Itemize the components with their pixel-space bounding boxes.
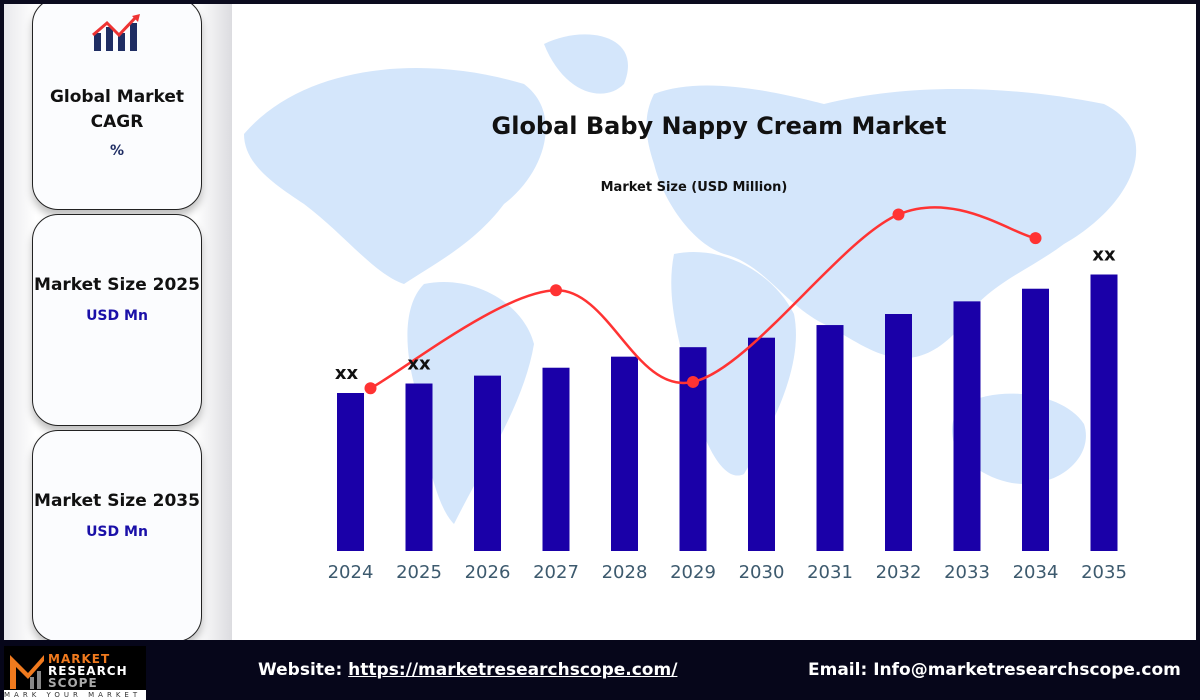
chart-frame: Global Market CAGR % Market Size 2025 US…: [4, 4, 1196, 640]
bar-2033: [953, 301, 981, 551]
email-info: Email: Info@marketresearchscope.com: [808, 660, 1181, 680]
market-size-2035-title: Market Size 2035: [34, 491, 200, 511]
data-label: xx: [335, 363, 359, 384]
bar-2027: [542, 367, 570, 551]
x-tick-label: 2024: [328, 562, 374, 583]
market-size-2025-card: Market Size 2025 USD Mn: [32, 214, 202, 426]
market-size-2035-value: USD Mn: [86, 524, 148, 540]
market-size-2035-card: Market Size 2035 USD Mn: [32, 430, 202, 640]
bar-2034: [1022, 288, 1049, 551]
bar-2025: [405, 383, 433, 551]
x-tick-label: 2030: [739, 562, 785, 583]
trend-point: [892, 208, 905, 221]
website-link[interactable]: https://marketresearchscope.com/: [348, 660, 678, 680]
x-tick-label: 2031: [807, 562, 853, 583]
bar-2035: [1090, 274, 1118, 551]
trend-point: [550, 284, 562, 297]
x-tick-label: 2029: [670, 562, 716, 583]
x-tick-label: 2035: [1081, 562, 1127, 583]
bar-chart-growth-icon: [92, 14, 140, 51]
trend-point: [1029, 232, 1042, 245]
x-tick-label: 2033: [944, 562, 990, 583]
chart-subtitle: Market Size (USD Million): [600, 180, 788, 195]
data-label: xx: [1092, 245, 1116, 266]
x-tick-label: 2025: [396, 562, 442, 583]
logo-tagline: MARK YOUR MARKET: [4, 690, 146, 700]
footer: MARKET RESEARCH SCOPE MARK YOUR MARKET Web…: [0, 640, 1200, 700]
trend-point: [687, 375, 699, 388]
trend-point: [364, 382, 377, 395]
cagr-card: Global Market CAGR %: [32, 4, 202, 210]
x-tick-label: 2034: [1013, 562, 1059, 583]
cagr-title: Global Market CAGR: [49, 87, 185, 132]
bar-2024: [337, 393, 364, 551]
website-label: Website:: [258, 660, 343, 680]
bar-2030: [748, 337, 775, 551]
email-label: Email:: [808, 660, 868, 680]
cagr-value: %: [109, 143, 125, 159]
market-size-2025-title: Market Size 2025: [34, 275, 200, 295]
email-address[interactable]: Info@marketresearchscope.com: [873, 660, 1181, 680]
bar-2032: [885, 314, 912, 551]
x-tick-label: 2026: [465, 562, 511, 583]
chart-title: Global Baby Nappy Cream Market: [491, 112, 947, 140]
bar-2031: [816, 325, 844, 551]
bar-chart: 2024 2025 2026 2027 2028 2029 2030 2031 2032 2033…: [328, 206, 1127, 583]
x-tick-label: 2028: [602, 562, 648, 583]
market-size-2025-value: USD Mn: [86, 308, 148, 324]
x-tick-label: 2032: [876, 562, 922, 583]
bar-2028: [611, 356, 638, 551]
company-logo: MARKET RESEARCH SCOPE: [4, 646, 146, 694]
logo-m-icon: [10, 655, 44, 689]
x-tick-label: 2027: [533, 562, 579, 583]
website-info: Website: https://marketresearchscope.com…: [258, 660, 677, 680]
bar-2026: [474, 375, 501, 551]
data-label: xx: [407, 354, 431, 375]
